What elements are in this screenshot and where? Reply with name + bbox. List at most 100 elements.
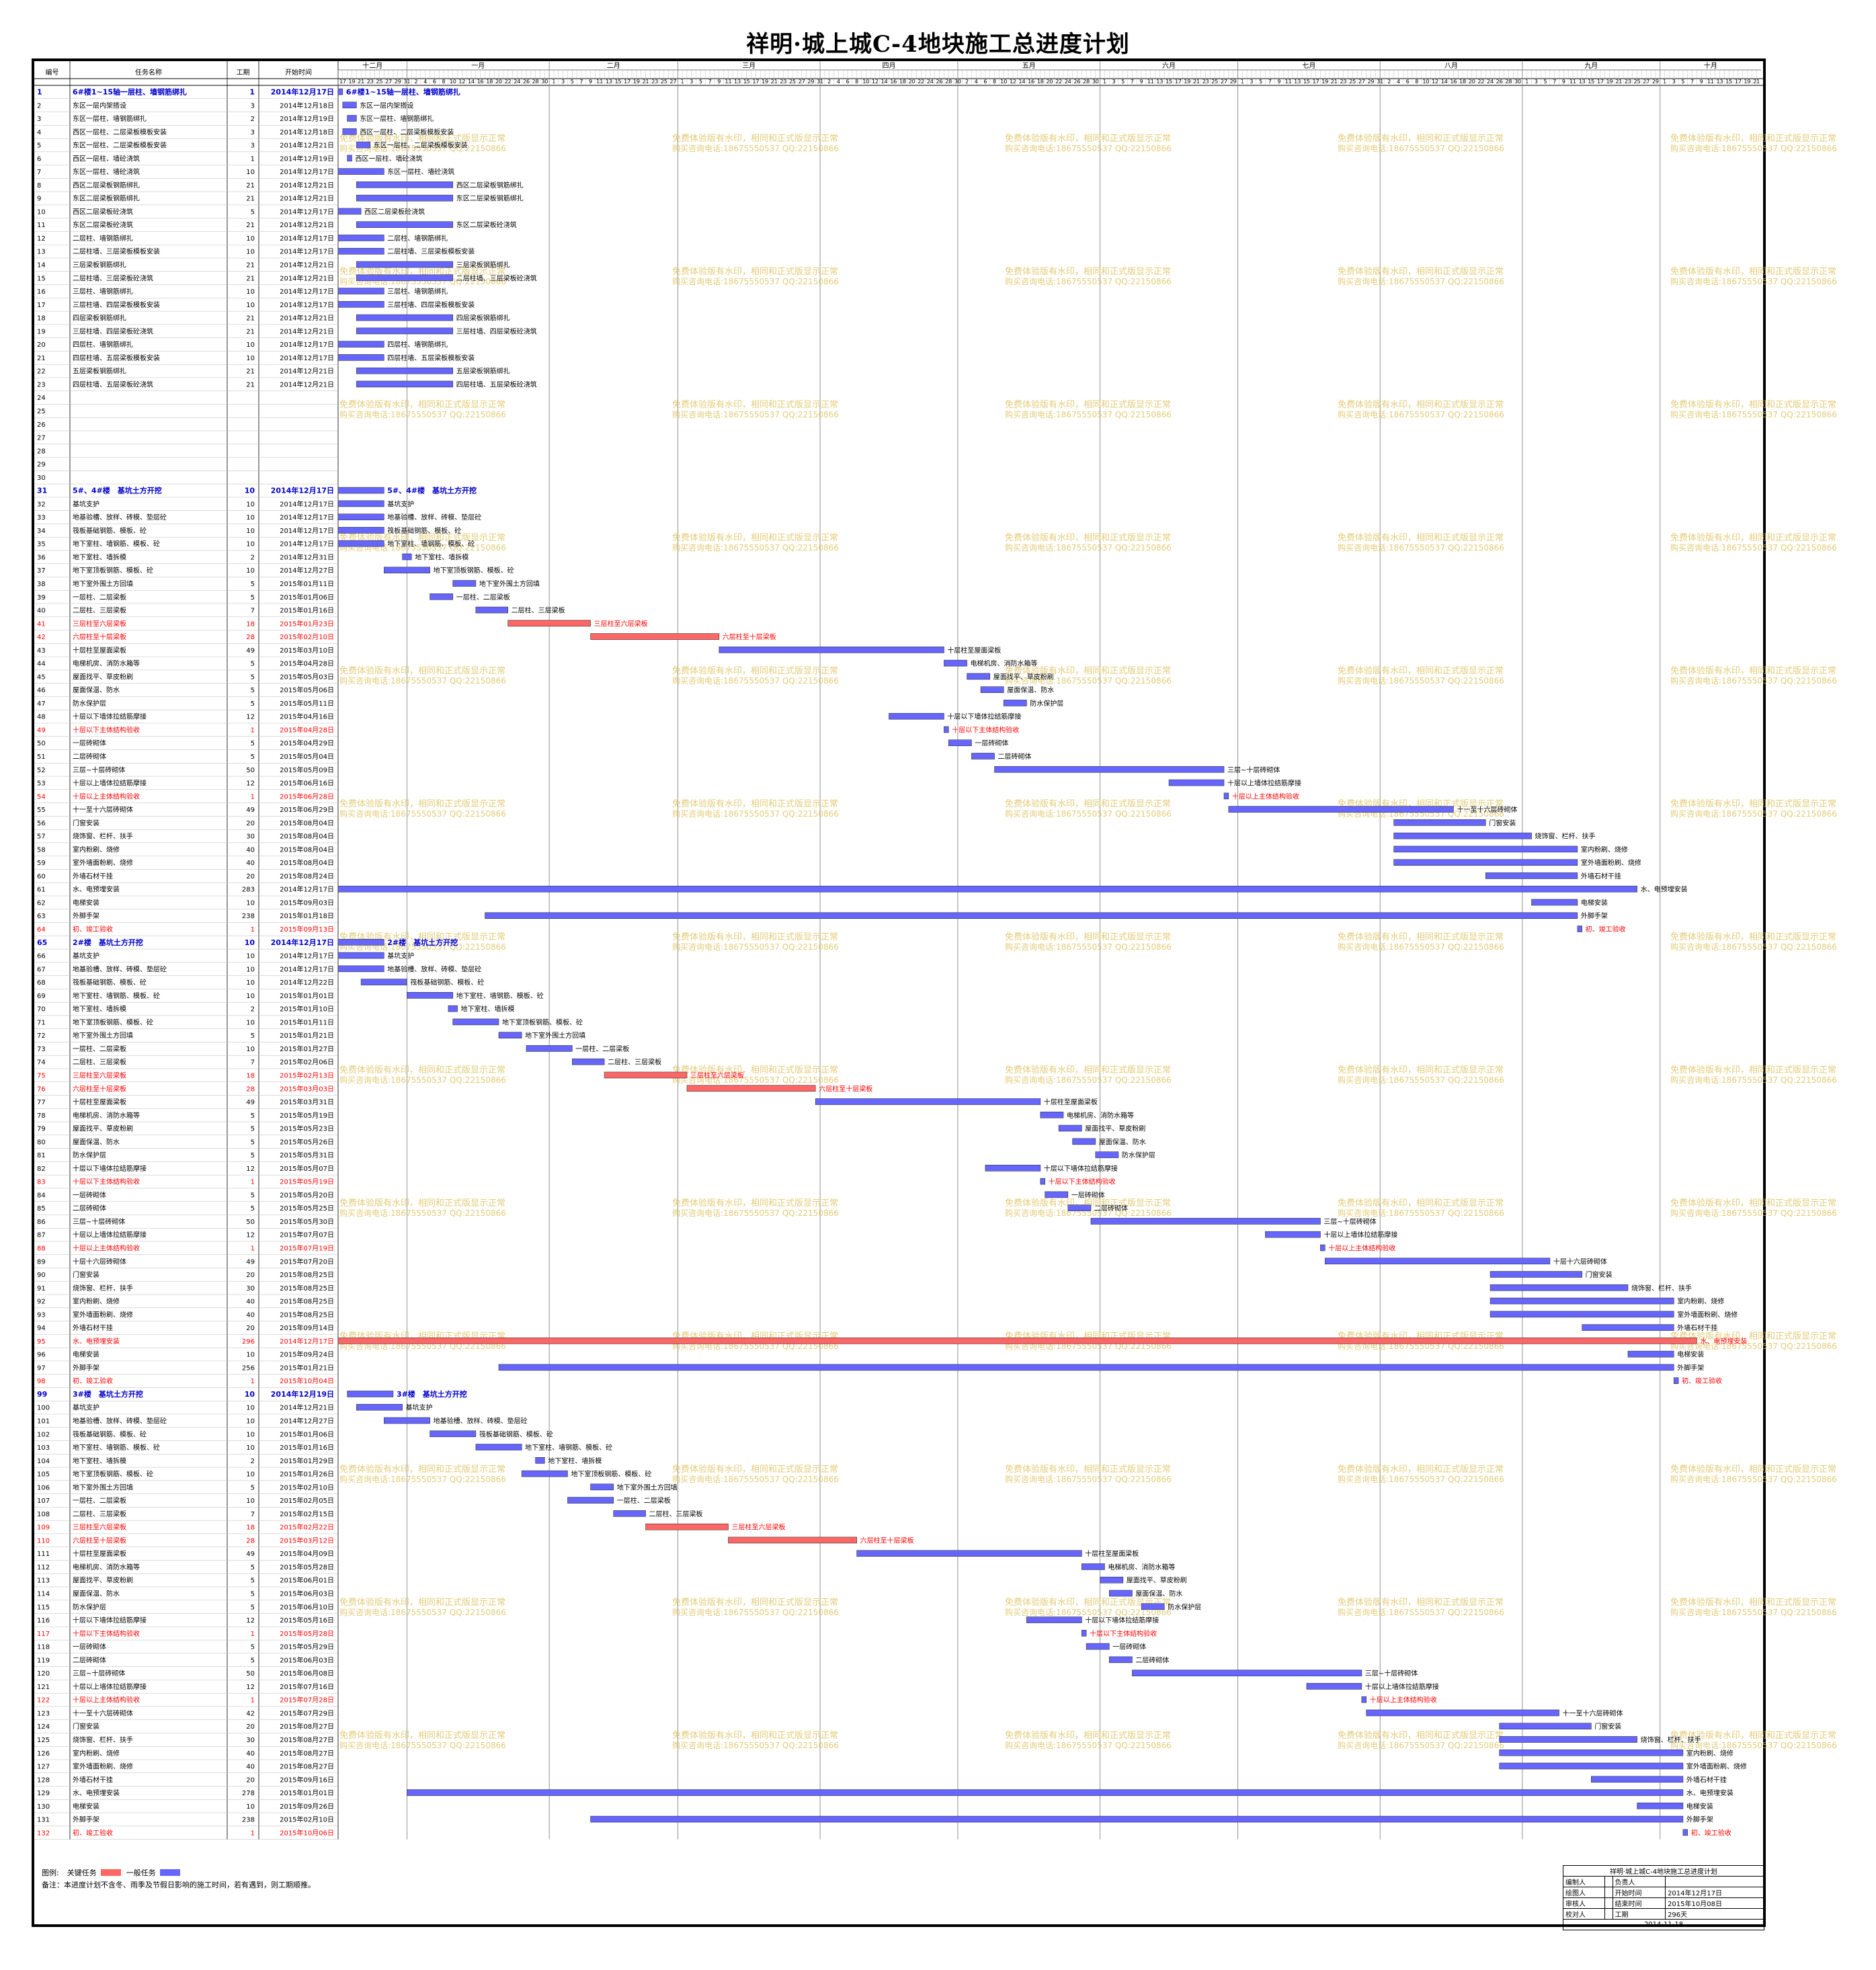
watermark-text: 免费体验版有水印，相同和正式版显示正常 <box>1005 665 1171 676</box>
task-id: 109 <box>37 1524 50 1532</box>
watermark-text: 购买咨询电话:18675550537 QQ:22150866 <box>339 409 506 419</box>
watermark-text: 购买咨询电话:18675550537 QQ:22150866 <box>1005 143 1172 153</box>
task-start: 2015年05月19日 <box>280 1178 334 1186</box>
task-name: 防水保护层 <box>73 1151 106 1159</box>
task-bar-label: 三层柱墙、四层梁板模板安装 <box>387 300 475 309</box>
task-id: 101 <box>37 1418 50 1426</box>
task-duration: 10 <box>246 953 255 960</box>
task-bar-label: 十层以上主体结构验收 <box>1370 1696 1437 1705</box>
task-duration: 1 <box>251 1179 255 1186</box>
month-label: 七月 <box>1302 62 1315 70</box>
task-bar <box>337 288 384 294</box>
task-id: 102 <box>37 1431 50 1438</box>
task-bar <box>980 686 1004 693</box>
task-duration: 49 <box>246 647 255 655</box>
task-start: 2014年12月17日 <box>271 486 334 495</box>
task-id: 4 <box>37 129 41 136</box>
month-label: 六月 <box>1162 62 1176 70</box>
task-id: 110 <box>37 1537 50 1545</box>
task-bar <box>1026 1616 1082 1623</box>
watermark-text: 购买咨询电话:18675550537 QQ:22150866 <box>1005 1474 1172 1484</box>
task-start: 2015年05月25日 <box>280 1204 334 1213</box>
task-name: 烧饰窗、栏杆、扶手 <box>73 832 133 841</box>
task-id: 68 <box>37 979 46 987</box>
task-bar-label: 四层柱、墙钢筋绑扎 <box>387 340 448 349</box>
task-bar-label: 二层柱墙、三层梁板模板安装 <box>387 247 475 256</box>
task-bar-label: 四层柱墙、五层梁板模板安装 <box>387 354 475 362</box>
task-duration: 5 <box>251 687 255 694</box>
watermark-text: 免费体验版有水印，相同和正式版显示正常 <box>339 1597 505 1608</box>
task-id: 91 <box>37 1285 46 1292</box>
task-start: 2015年02月10日 <box>280 1815 334 1824</box>
task-duration: 1 <box>251 727 255 734</box>
task-bar <box>356 261 454 268</box>
task-name: 筏板基础钢筋、模板、砼 <box>73 978 147 987</box>
task-bar <box>383 1417 430 1424</box>
watermark-text: 免费体验版有水印，相同和正式版显示正常 <box>1670 1065 1836 1075</box>
page-title: 祥明·城上城C-4地块施工总进度计划 <box>746 31 1130 58</box>
task-bar <box>994 766 1225 773</box>
task-duration: 10 <box>246 169 255 176</box>
task-name: 3#楼 基坑土方开挖 <box>73 1389 143 1399</box>
watermark-text: 免费体验版有水印，相同和正式版显示正常 <box>1005 1464 1171 1475</box>
task-id: 42 <box>37 634 46 641</box>
task-start: 2014年12月27日 <box>280 1417 334 1426</box>
task-bar-label: 筏板基础钢筋、模板、砼 <box>410 978 484 987</box>
task-start: 2015年08月27日 <box>280 1735 334 1744</box>
task-id: 15 <box>37 275 46 282</box>
task-bar <box>1040 1111 1064 1118</box>
task-name: 地基验槽、放样、砖模、垫层砼 <box>73 1417 167 1426</box>
task-bar-label: 烧饰窗、栏杆、扶手 <box>1535 832 1596 841</box>
task-name: 屋面找平、草皮粉刷 <box>73 1576 133 1585</box>
task-name: 电梯机房、消防水箱等 <box>73 1111 140 1120</box>
task-name: 二层柱墙、三层梁板砼浇筑 <box>73 274 153 282</box>
task-start: 2014年12月17日 <box>280 354 334 362</box>
watermark-text: 购买咨询电话:18675550537 QQ:22150866 <box>1670 143 1837 153</box>
task-start: 2014年12月17日 <box>280 207 334 216</box>
task-bar-label: 十层以下墙体拉结筋摩接 <box>1044 1164 1118 1173</box>
month-label: 九月 <box>1584 62 1598 70</box>
task-duration: 30 <box>246 833 255 841</box>
task-bar-label: 5#、4#楼 基坑土方开挖 <box>387 486 477 495</box>
task-name: 十层以上墙体拉结筋摩接 <box>73 1231 147 1239</box>
task-bar <box>337 514 384 520</box>
legend-normal-label: 一般任务 <box>126 1869 156 1877</box>
task-bar-label: 二层砖砌体 <box>998 752 1032 761</box>
task-id: 31 <box>37 487 47 495</box>
task-duration: 50 <box>246 1219 255 1226</box>
task-name: 东区一层柱、二层梁板模板安装 <box>73 141 167 150</box>
task-bar <box>337 885 1637 893</box>
task-duration: 10 <box>246 235 255 243</box>
task-name: 基坑支护 <box>73 952 99 960</box>
task-id: 65 <box>37 938 47 947</box>
task-bar-label: 三层柱至六层梁板 <box>594 619 648 628</box>
task-start: 2015年08月25日 <box>280 1297 334 1306</box>
task-duration: 2 <box>251 554 255 561</box>
watermark-text: 免费体验版有水印，相同和正式版显示正常 <box>1338 399 1504 410</box>
month-label: 五月 <box>1022 62 1036 70</box>
task-id: 36 <box>37 554 46 561</box>
task-id: 72 <box>37 1032 46 1040</box>
watermark-text: 购买咨询电话:18675550537 QQ:22150866 <box>1670 1208 1837 1218</box>
watermark-text: 购买咨询电话:18675550537 QQ:22150866 <box>672 1075 839 1085</box>
watermark-text: 购买咨询电话:18675550537 QQ:22150866 <box>672 276 839 286</box>
task-bar-label: 3#楼 基坑土方开挖 <box>397 1389 467 1399</box>
task-bar <box>342 101 357 109</box>
task-name: 三层梁板钢筋绑扎 <box>73 261 126 270</box>
task-bar-label: 十层以下主体结构验收 <box>1090 1629 1157 1638</box>
task-name: 西区二层梁板砼浇筑 <box>73 207 133 216</box>
title-block-label: 开始时间 <box>1612 1887 1666 1898</box>
task-start: 2015年01月11日 <box>280 579 334 588</box>
task-bar <box>985 1165 1041 1172</box>
task-id: 130 <box>37 1803 50 1811</box>
task-duration: 5 <box>251 1577 255 1585</box>
watermark-text: 免费体验版有水印，相同和正式版显示正常 <box>672 798 838 809</box>
task-start: 2015年03月31日 <box>280 1098 334 1106</box>
task-start: 2015年02月05日 <box>280 1496 334 1505</box>
task-id: 85 <box>37 1205 46 1213</box>
task-start: 2015年09月03日 <box>280 898 334 907</box>
task-start: 2015年04月28日 <box>280 659 334 668</box>
task-name: 筏板基础钢筋、模板、砼 <box>73 1430 147 1438</box>
task-id: 29 <box>37 461 46 468</box>
